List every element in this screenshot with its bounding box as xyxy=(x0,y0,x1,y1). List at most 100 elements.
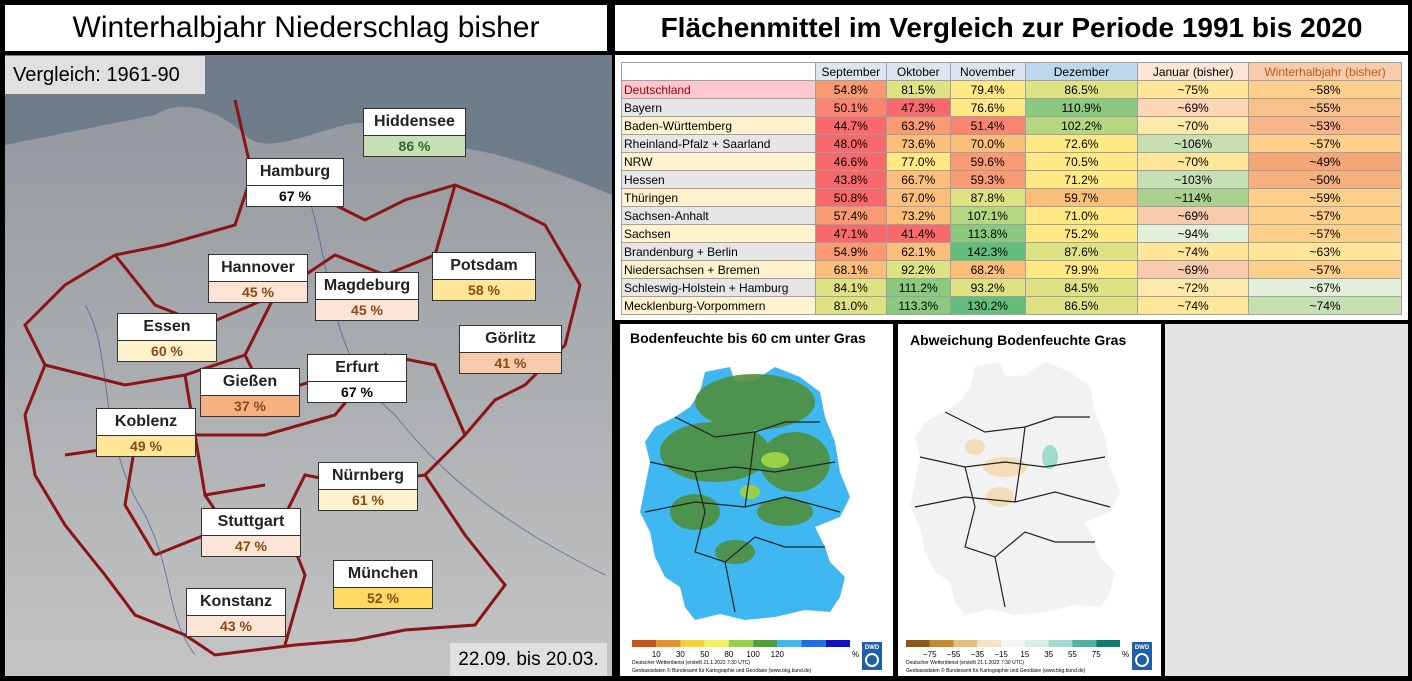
table-cell: ~57% xyxy=(1248,224,1402,243)
table-cell: ~74% xyxy=(1248,296,1402,315)
table-row: Schleswig-Holstein + Hamburg 84.1% 111.2% 9… xyxy=(621,278,1402,297)
table-row: Brandenburg + Berlin 54.9% 62.1% 142.3% 87.6… xyxy=(621,242,1402,261)
table-cell: ~114% xyxy=(1137,188,1250,207)
row-label: Thüringen xyxy=(621,188,816,207)
city-label: Magdeburg 45 % xyxy=(315,272,419,321)
table-cell: 93.2% xyxy=(949,278,1026,297)
city-name: Magdeburg xyxy=(315,272,419,300)
table-cell: ~69% xyxy=(1137,206,1250,225)
comparison-label: Vergleich: 1961-90 xyxy=(5,56,205,94)
city-label: Potsdam 58 % xyxy=(432,252,536,301)
table-cell: 54.9% xyxy=(814,242,887,261)
city-value: 67 % xyxy=(307,382,407,403)
table-cell: 72.6% xyxy=(1024,134,1139,153)
table-cell: ~70% xyxy=(1137,116,1250,135)
city-value: 58 % xyxy=(432,280,536,301)
city-name: Essen xyxy=(117,313,217,341)
table-cell: 59.3% xyxy=(949,170,1026,189)
row-label: Bayern xyxy=(621,98,816,117)
table-cell: 113.8% xyxy=(949,224,1026,243)
city-label: Hamburg 67 % xyxy=(246,158,344,207)
table-cell: ~55% xyxy=(1248,98,1402,117)
header-cell: Winterhalbjahr (bisher) xyxy=(1248,62,1402,81)
table-cell: ~50% xyxy=(1248,170,1402,189)
table-cell: 51.4% xyxy=(949,116,1026,135)
table-cell: 57.4% xyxy=(814,206,887,225)
table-cell: 54.8% xyxy=(814,80,887,99)
table-row: Mecklenburg-Vorpommern 81.0% 113.3% 130.2% 8… xyxy=(621,296,1402,315)
city-name: Hamburg xyxy=(246,158,344,186)
table-row: NRW 46.6% 77.0% 59.6% 70.5% ~70% ~49% xyxy=(621,152,1402,171)
header-cell xyxy=(621,62,816,81)
table-row: Sachsen-Anhalt 57.4% 73.2% 107.1% 71.0% ~69% ~… xyxy=(621,206,1402,225)
table-cell: 75.2% xyxy=(1024,224,1139,243)
table-cell: ~57% xyxy=(1248,206,1402,225)
city-value: 45 % xyxy=(315,300,419,321)
table-cell: ~94% xyxy=(1137,224,1250,243)
table-cell: 62.1% xyxy=(885,242,951,261)
city-value: 47 % xyxy=(201,536,301,557)
table-row: Hessen 43.8% 66.7% 59.3% 71.2% ~103% ~50% xyxy=(621,170,1402,189)
city-value: 43 % xyxy=(186,616,286,637)
city-name: Hiddensee xyxy=(363,108,466,136)
city-label: Stuttgart 47 % xyxy=(201,508,301,557)
row-label: Hessen xyxy=(621,170,816,189)
table-cell: 86.5% xyxy=(1024,80,1139,99)
table-cell: 113.3% xyxy=(885,296,951,315)
soil-title: Bodenfeuchte bis 60 cm unter Gras xyxy=(630,330,866,346)
table-cell: 41.4% xyxy=(885,224,951,243)
left-title: Winterhalbjahr Niederschlag bisher xyxy=(5,5,607,51)
city-label: Görlitz 41 % xyxy=(459,325,562,374)
table-cell: 87.8% xyxy=(949,188,1026,207)
row-label: Deutschland xyxy=(621,80,816,99)
city-value: 41 % xyxy=(459,353,562,374)
header-cell: Oktober xyxy=(885,62,951,81)
table-cell: 81.0% xyxy=(814,296,887,315)
table-cell: 84.1% xyxy=(814,278,887,297)
table-cell: ~58% xyxy=(1248,80,1402,99)
table-cell: 43.8% xyxy=(814,170,887,189)
table-cell: 76.6% xyxy=(949,98,1026,117)
row-label: Baden-Württemberg xyxy=(621,116,816,135)
table-cell: ~69% xyxy=(1137,260,1250,279)
table-row: Deutschland 54.8% 81.5% 79.4% 86.5% ~75% ~58% xyxy=(621,80,1402,99)
table-cell: ~63% xyxy=(1248,242,1402,261)
table-header: September Oktober November Dezember Januar (… xyxy=(621,62,1402,81)
city-label: Koblenz 49 % xyxy=(96,408,196,457)
city-label: Hiddensee 86 % xyxy=(363,108,466,157)
row-label: Mecklenburg-Vorpommern xyxy=(621,296,816,315)
soil-title: Abweichung Bodenfeuchte Gras xyxy=(910,332,1127,348)
table-cell: 142.3% xyxy=(949,242,1026,261)
table-cell: 86.5% xyxy=(1024,296,1139,315)
table-row: Thüringen 50.8% 67.0% 87.8% 59.7% ~114% ~59% xyxy=(621,188,1402,207)
header-cell: September xyxy=(814,62,887,81)
city-value: 86 % xyxy=(363,136,466,157)
table-cell: 79.4% xyxy=(949,80,1026,99)
table-row: Sachsen 47.1% 41.4% 113.8% 75.2% ~94% ~57% xyxy=(621,224,1402,243)
table-cell: ~75% xyxy=(1137,80,1250,99)
table-cell: ~74% xyxy=(1137,296,1250,315)
table-cell: ~53% xyxy=(1248,116,1402,135)
row-label: Schleswig-Holstein + Hamburg xyxy=(621,278,816,297)
city-value: 67 % xyxy=(246,186,344,207)
table-cell: 71.2% xyxy=(1024,170,1139,189)
city-name: Nürnberg xyxy=(318,462,418,490)
table-cell: ~106% xyxy=(1137,134,1250,153)
city-name: Koblenz xyxy=(96,408,196,436)
table-cell: 67.0% xyxy=(885,188,951,207)
right-title: Flächenmittel im Vergleich zur Periode 1… xyxy=(615,5,1408,51)
table-cell: 71.0% xyxy=(1024,206,1139,225)
table-cell: ~72% xyxy=(1137,278,1250,297)
comparison-table: September Oktober November Dezember Januar (… xyxy=(621,62,1402,315)
table-cell: ~59% xyxy=(1248,188,1402,207)
table-cell: 73.6% xyxy=(885,134,951,153)
table-cell: ~49% xyxy=(1248,152,1402,171)
city-name: Erfurt xyxy=(307,354,407,382)
table-cell: 70.0% xyxy=(949,134,1026,153)
row-label: NRW xyxy=(621,152,816,171)
table-cell: 68.2% xyxy=(949,260,1026,279)
table-cell: 48.0% xyxy=(814,134,887,153)
city-name: Konstanz xyxy=(186,588,286,616)
period-label: 22.09. bis 20.03. xyxy=(450,643,607,676)
row-label: Rheinland-Pfalz + Saarland xyxy=(621,134,816,153)
